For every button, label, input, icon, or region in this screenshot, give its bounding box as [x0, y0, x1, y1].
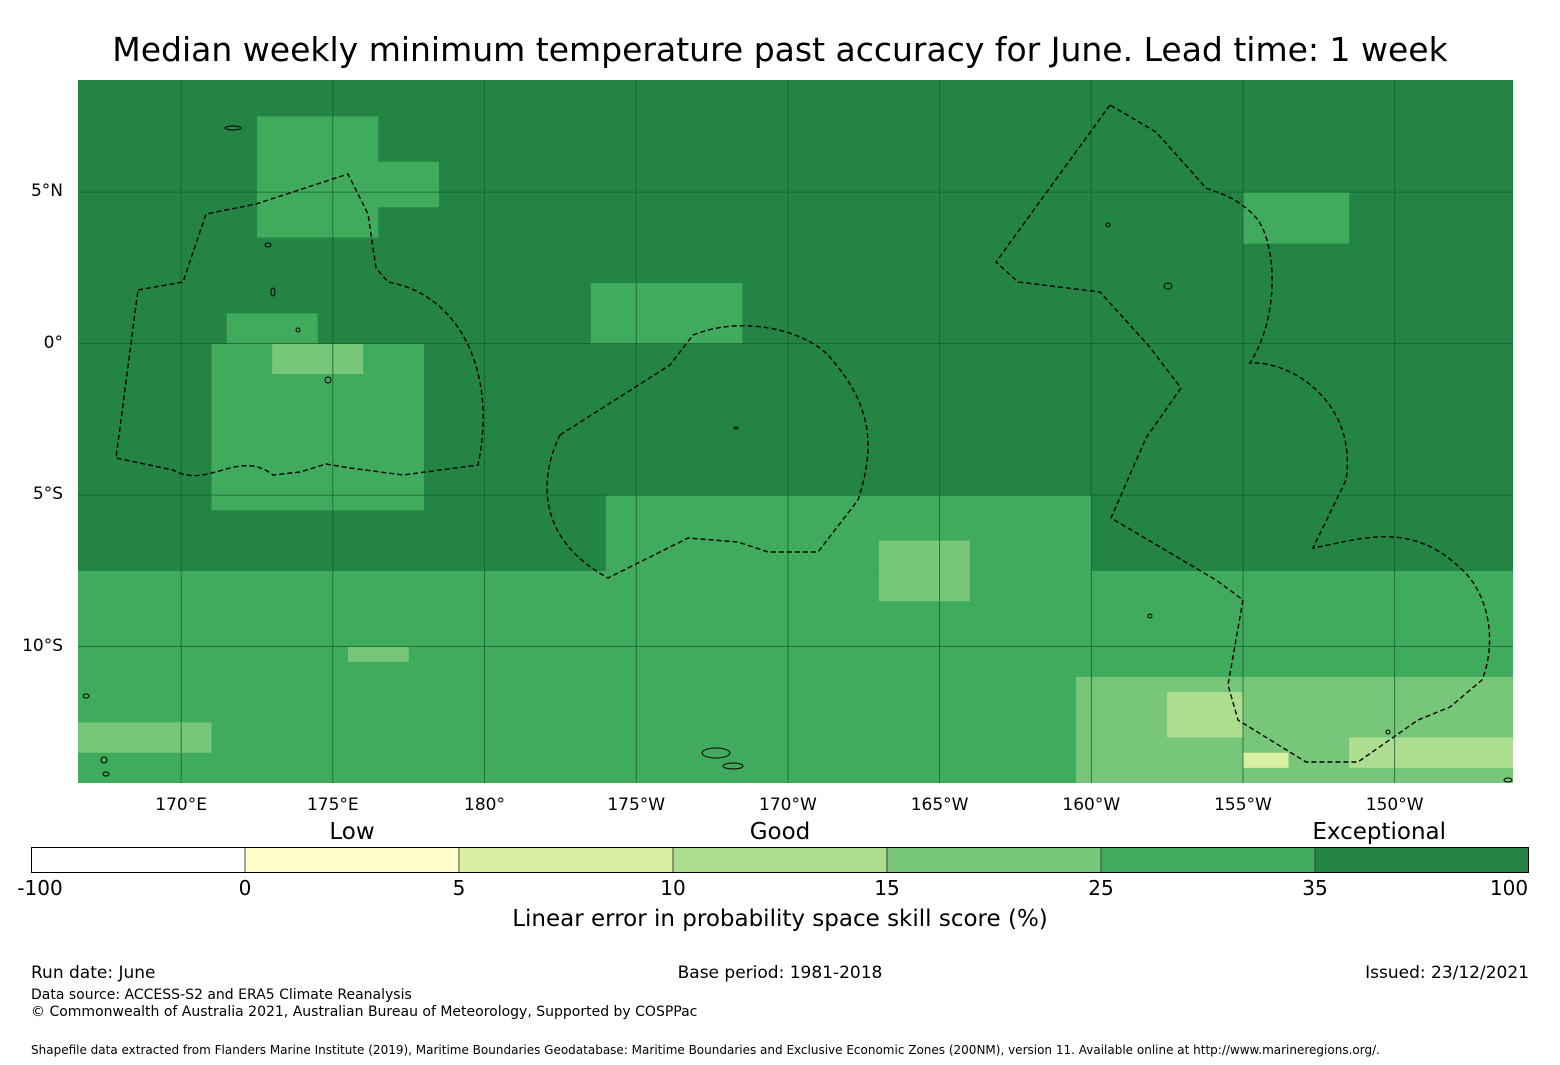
run-date: Run date: June — [31, 963, 156, 983]
skill-region — [1167, 692, 1243, 738]
skill-region — [1349, 737, 1513, 768]
colorbar-bin — [672, 847, 888, 873]
data-source: Data source: ACCESS-S2 and ERA5 Climate … — [31, 987, 412, 1003]
skill-category-label: Exceptional — [1312, 819, 1447, 845]
colorbar-bin — [244, 847, 460, 873]
colorbar-tick: 35 — [1302, 876, 1328, 900]
colorbar-bin — [31, 847, 246, 873]
lon-tick-label: 170°W — [759, 795, 817, 815]
lon-tick-label: 165°W — [910, 795, 969, 815]
skill-region — [348, 646, 409, 662]
skill-region — [1242, 192, 1350, 244]
lon-tick-label: 160°W — [1062, 795, 1121, 815]
skill-cells — [78, 80, 1513, 783]
colorbar-tick: 25 — [1088, 876, 1114, 900]
colorbar-label: Linear error in probability space skill … — [512, 906, 1048, 932]
eez-boundary-west — [115, 173, 484, 477]
skill-region — [590, 283, 743, 344]
colorbar-bin — [458, 847, 674, 873]
colorbar-tick: 100 — [1489, 876, 1529, 900]
skill-map-canvas — [78, 80, 1513, 783]
skill-map — [78, 80, 1513, 783]
map-title: Median weekly minimum temperature past a… — [112, 30, 1448, 69]
colorbar — [31, 847, 1529, 873]
skill-region — [878, 540, 970, 602]
lon-tick-label: 180° — [464, 795, 505, 815]
lon-tick-label: 175°E — [306, 795, 359, 815]
skill-region — [1242, 752, 1289, 768]
issued-date: Issued: 23/12/2021 — [1365, 963, 1529, 983]
eez-boundaries — [115, 104, 1491, 763]
lat-tick-label: 5°N — [30, 181, 63, 202]
colorbar-bin — [886, 847, 1102, 873]
eez-boundary-east — [995, 104, 1491, 763]
lon-tick-label: 155°W — [1214, 795, 1272, 815]
skill-category-label: Good — [749, 819, 811, 845]
eez-boundary-central — [546, 325, 869, 579]
island-outlines — [82, 125, 1513, 783]
lon-tick-label: 150°W — [1365, 795, 1424, 815]
skill-region — [605, 495, 1092, 571]
skill-region — [256, 116, 379, 238]
colorbar-bin — [1100, 847, 1316, 873]
skill-region — [272, 343, 364, 374]
colorbar-tick: 0 — [238, 876, 252, 900]
lon-tick-label: 175°W — [607, 795, 666, 815]
lon-tick-label: 170°E — [155, 795, 207, 815]
colorbar-tick: 5 — [452, 876, 466, 900]
colorbar-tick: 15 — [874, 876, 900, 900]
skill-region — [363, 161, 440, 208]
lat-tick-label: 5°S — [32, 484, 63, 505]
graticule-lines — [78, 80, 1513, 783]
base-period: Base period: 1981-2018 — [677, 963, 883, 983]
copyright: © Commonwealth of Australia 2021, Austra… — [31, 1004, 698, 1020]
skill-region — [78, 722, 212, 753]
colorbar-tick: 10 — [660, 876, 686, 900]
lat-tick-label: 0° — [43, 332, 63, 353]
colorbar-outline — [31, 847, 1529, 873]
skill-category-label: Low — [329, 819, 375, 845]
colorbar-bin — [1314, 847, 1529, 873]
colorbar-tick: -100 — [17, 876, 63, 900]
lat-tick-label: 10°S — [22, 635, 63, 656]
shapefile-credit: Shapefile data extracted from Flanders M… — [31, 1043, 1380, 1057]
